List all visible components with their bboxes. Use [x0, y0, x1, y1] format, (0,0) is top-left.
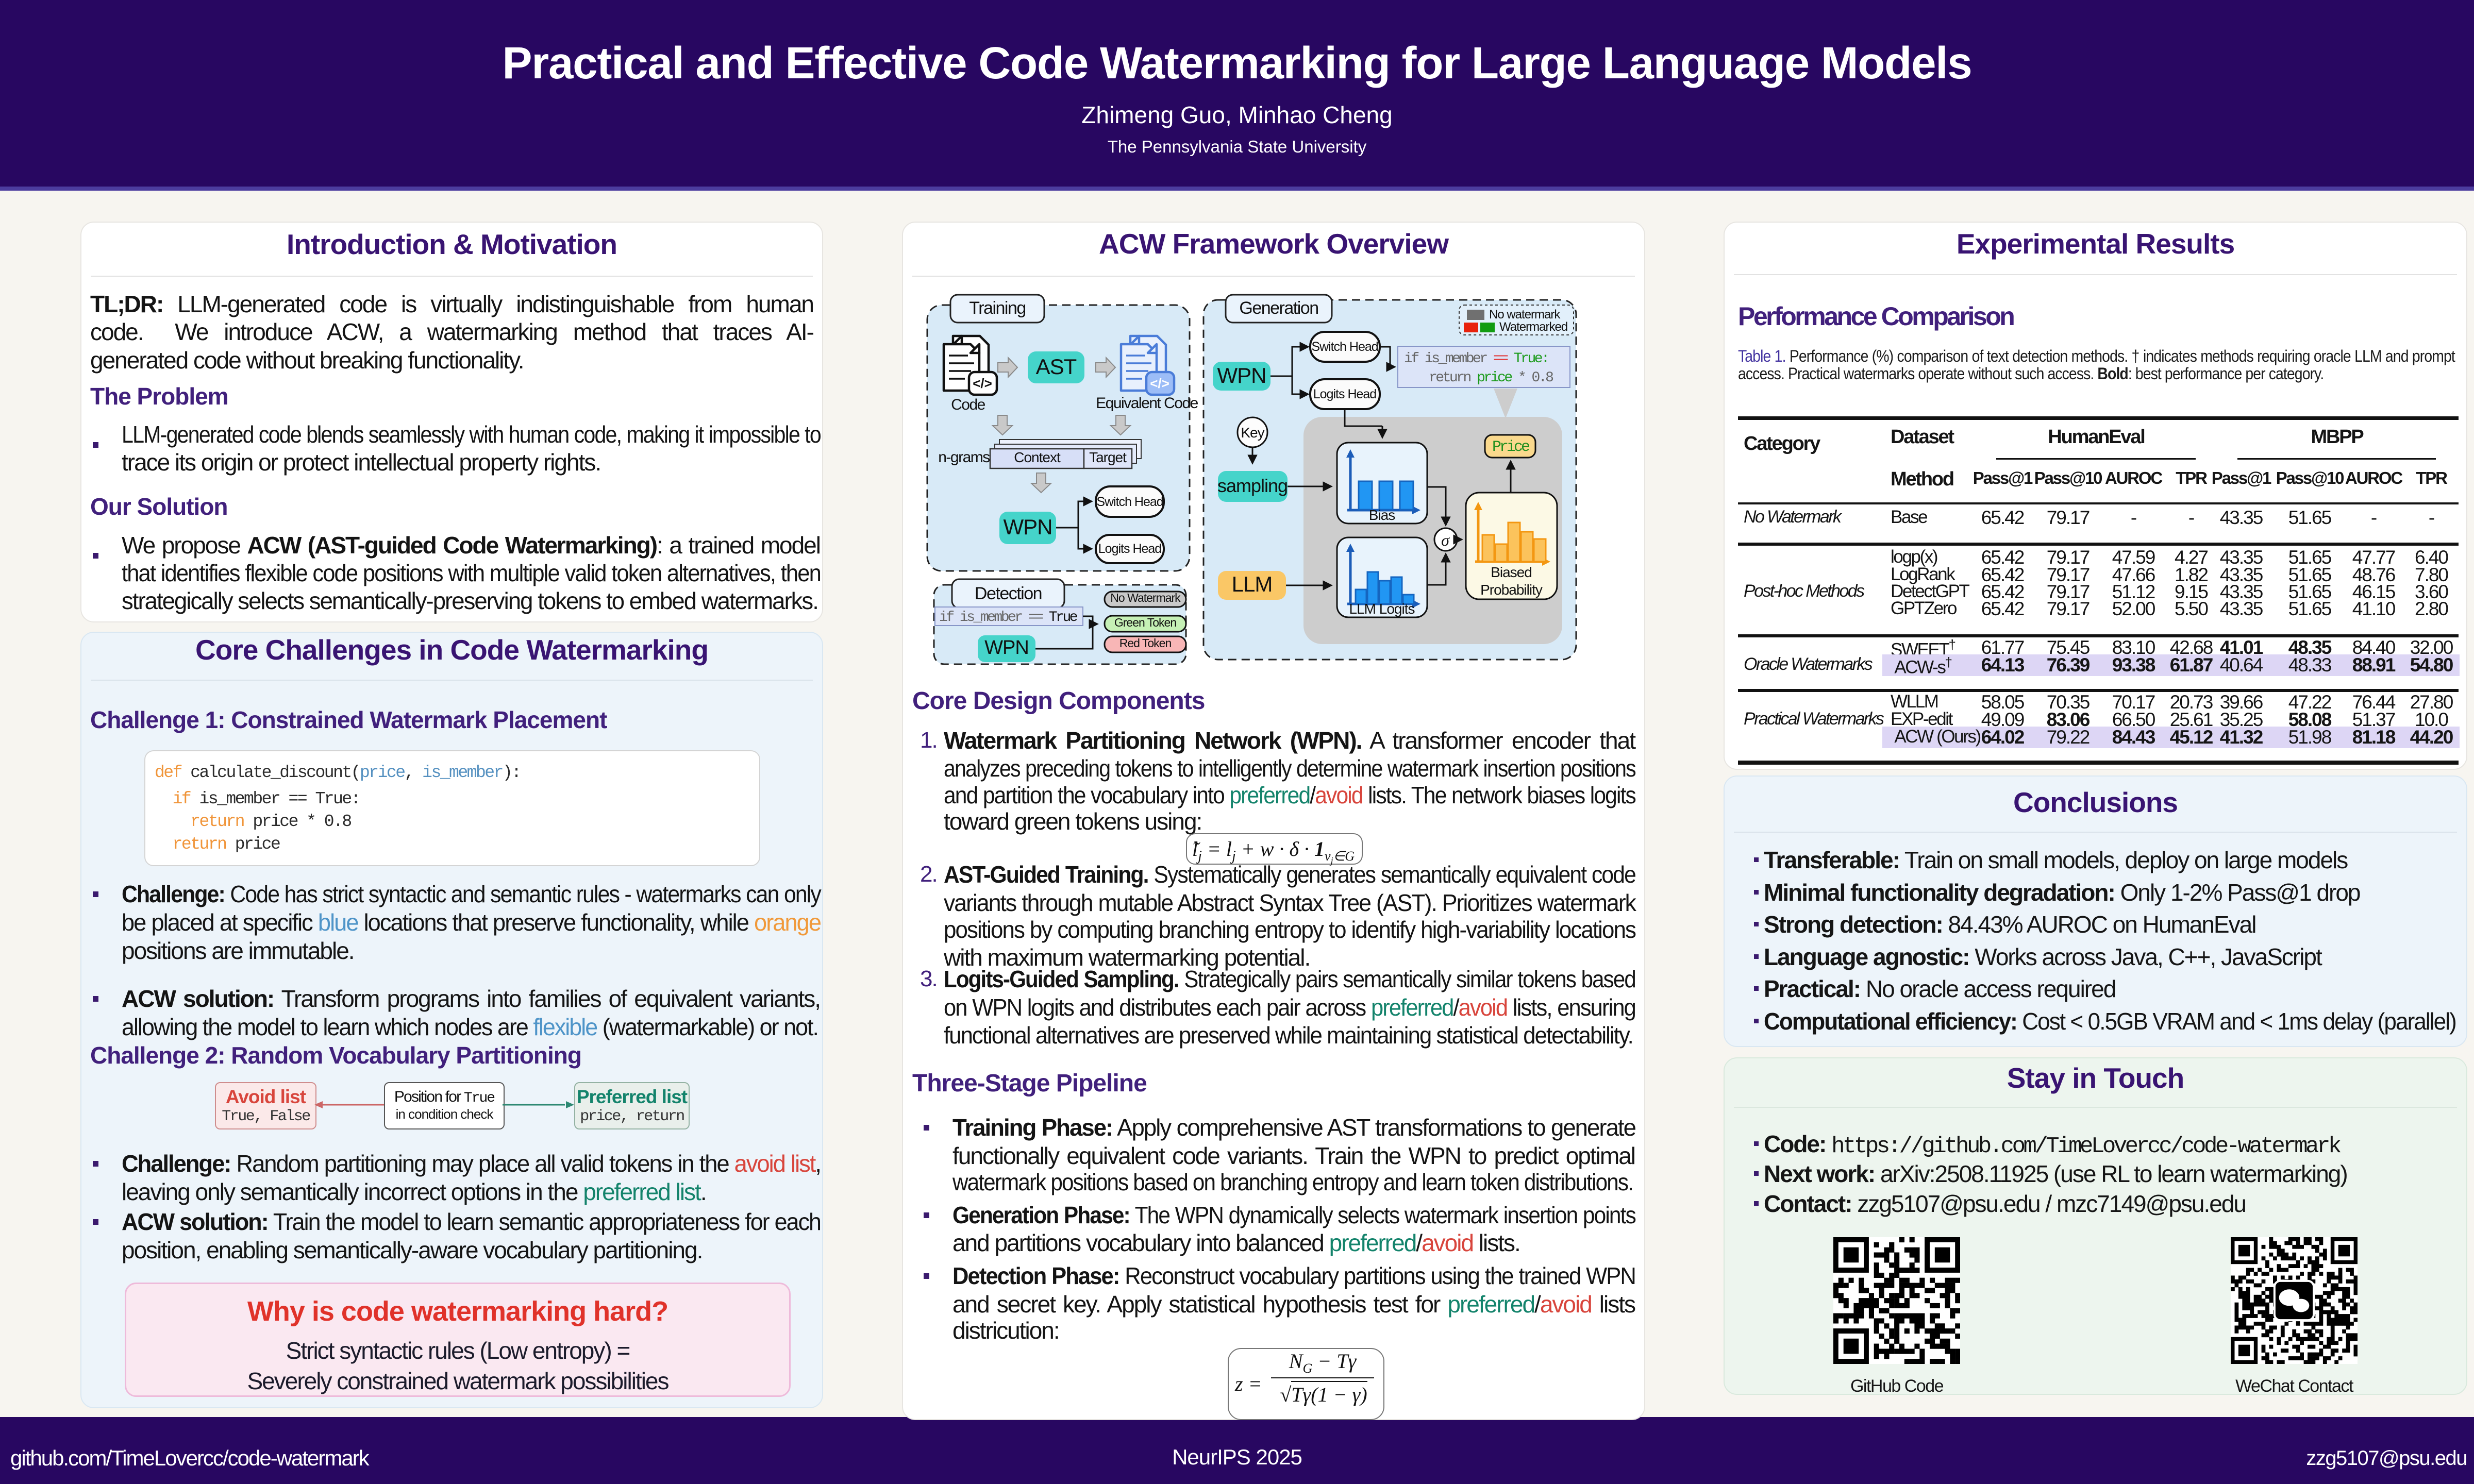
- svg-text:Switch Head: Switch Head: [1096, 495, 1163, 509]
- svg-text:if is_member == True:: if is_member == True:: [1404, 351, 1548, 367]
- svg-text:Generation: Generation: [1239, 298, 1318, 318]
- svg-text:Equivalent Code: Equivalent Code: [1096, 395, 1198, 412]
- svg-text:No watermark: No watermark: [1489, 308, 1561, 322]
- svg-text:No Watermark: No Watermark: [1110, 591, 1181, 604]
- svg-text:</>: </>: [1150, 376, 1169, 391]
- svg-text:Key: Key: [1241, 425, 1264, 441]
- svg-text:LLM Logits: LLM Logits: [1349, 601, 1415, 617]
- svg-text:Target: Target: [1089, 449, 1127, 465]
- svg-text:Code: Code: [951, 396, 985, 413]
- svg-text:LLM: LLM: [1232, 572, 1273, 596]
- svg-text:AST: AST: [1036, 355, 1077, 379]
- svg-text:σ: σ: [1441, 531, 1450, 549]
- svg-text:Watermarked: Watermarked: [1499, 320, 1567, 334]
- svg-text:Detection: Detection: [975, 584, 1042, 603]
- svg-text:Probability: Probability: [1480, 582, 1543, 598]
- svg-text:Context: Context: [1014, 449, 1061, 465]
- svg-text:n-grams: n-grams: [938, 449, 990, 466]
- svg-text:sampling: sampling: [1217, 475, 1288, 496]
- svg-text:return price * 0.8: return price * 0.8: [1429, 370, 1553, 386]
- svg-text:</>: </>: [973, 376, 992, 391]
- svg-text:if is_member == True: if is_member == True: [939, 610, 1077, 626]
- svg-text:Switch Head: Switch Head: [1311, 340, 1378, 354]
- svg-text:Price: Price: [1492, 439, 1530, 456]
- svg-text:WPN: WPN: [1217, 363, 1266, 387]
- svg-text:Red Token: Red Token: [1119, 636, 1172, 650]
- svg-text:Bias: Bias: [1369, 507, 1395, 523]
- svg-text:Green Token: Green Token: [1114, 616, 1176, 629]
- svg-text:Logits Head: Logits Head: [1313, 387, 1377, 401]
- svg-text:Training: Training: [969, 298, 1026, 318]
- svg-text:Biased: Biased: [1491, 564, 1532, 580]
- svg-text:WPN: WPN: [1004, 515, 1052, 539]
- svg-text:WPN: WPN: [984, 637, 1029, 659]
- svg-text:Logits Head: Logits Head: [1098, 542, 1162, 556]
